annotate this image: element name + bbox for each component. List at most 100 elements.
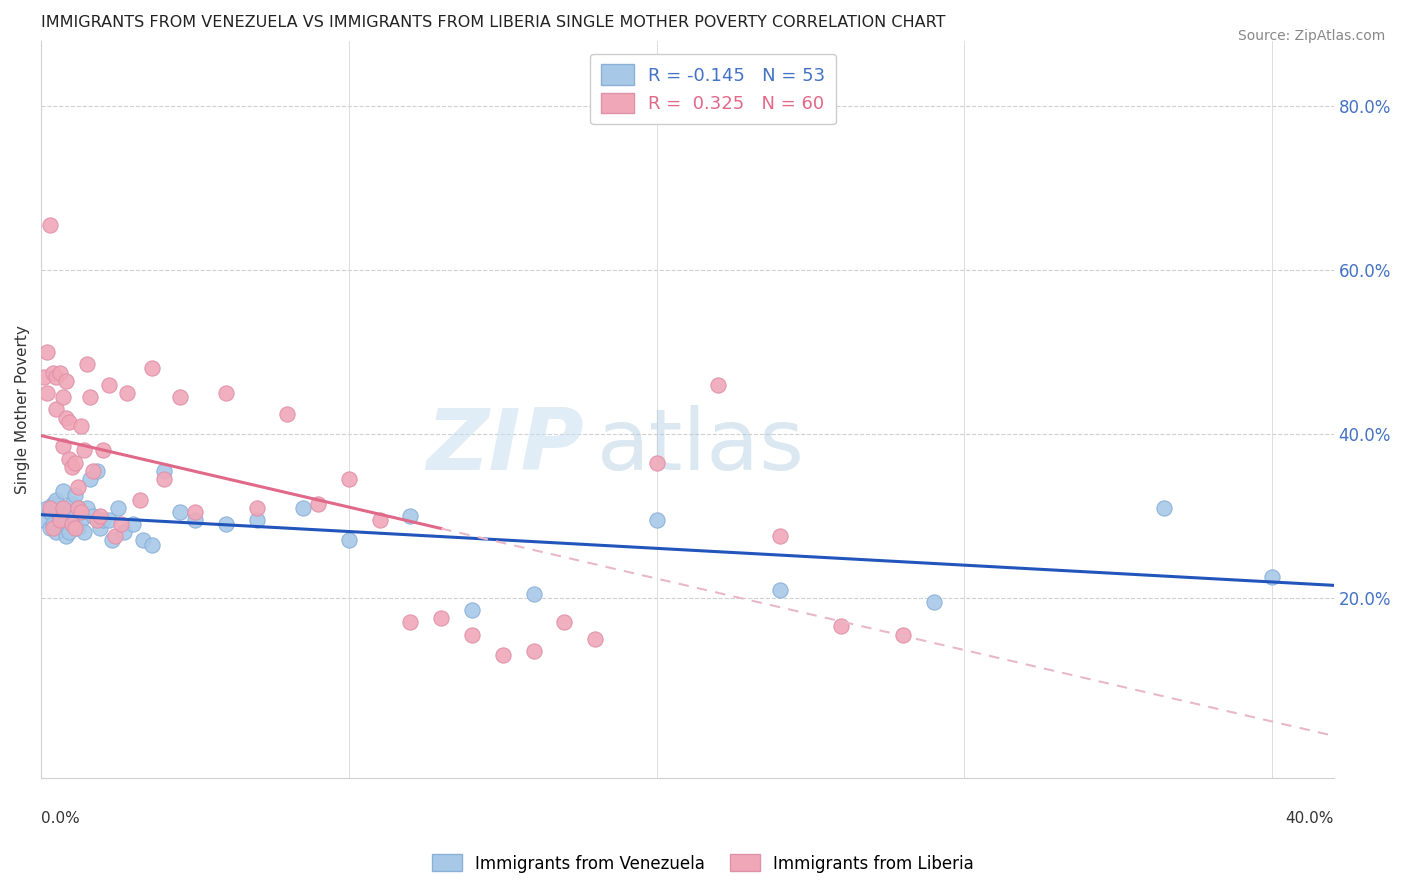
Point (399, 615, 422, 630)
Point (141, 361, 163, 376)
Point (67, 521, 90, 535)
Point (215, 517, 238, 532)
Point (91, 513, 114, 527)
Point (522, 644, 544, 658)
Point (891, 627, 914, 641)
Point (184, 505, 207, 519)
Point (492, 648, 515, 662)
Point (131, 533, 153, 548)
Point (291, 500, 314, 515)
Point (70, 505, 93, 519)
Point (169, 505, 191, 519)
Point (245, 513, 267, 527)
Point (45, 402, 67, 417)
Point (32, 369, 55, 384)
Point (58, 451, 80, 466)
Point (110, 517, 132, 532)
Point (82, 508, 104, 523)
Point (153, 464, 176, 478)
Point (91, 443, 114, 458)
Point (522, 587, 544, 601)
Text: 0.0%: 0.0% (41, 811, 80, 826)
Point (63, 488, 86, 502)
Point (55, 529, 77, 543)
Point (104, 529, 127, 543)
Point (42, 521, 65, 535)
Point (63, 456, 86, 470)
Point (153, 472, 176, 486)
Point (461, 603, 484, 617)
Point (67, 500, 90, 515)
Point (48, 513, 70, 527)
Point (399, 508, 422, 523)
Point (58, 525, 80, 540)
Point (73, 525, 96, 540)
Point (128, 492, 150, 507)
Point (52, 390, 75, 404)
Point (922, 595, 945, 609)
Point (48, 366, 70, 380)
Point (107, 500, 129, 515)
Point (86, 464, 108, 478)
Point (82, 464, 104, 478)
Point (97, 513, 120, 527)
Point (553, 615, 575, 630)
Legend: Immigrants from Venezuela, Immigrants from Liberia: Immigrants from Venezuela, Immigrants fr… (425, 847, 981, 880)
Point (67, 500, 90, 515)
Point (122, 517, 145, 532)
Point (52, 521, 75, 535)
Point (89, 521, 111, 535)
Point (45, 492, 67, 507)
Point (117, 386, 139, 401)
Point (42, 366, 65, 380)
Point (73, 443, 96, 458)
Point (37, 386, 59, 401)
Point (48, 508, 70, 523)
Point (60, 497, 83, 511)
Point (42, 497, 65, 511)
Text: ZIP: ZIP (426, 405, 583, 488)
Point (58, 505, 80, 519)
Point (112, 525, 135, 540)
Point (215, 386, 238, 401)
Point (58, 415, 80, 429)
Point (39, 505, 62, 519)
Point (645, 456, 668, 470)
Point (55, 374, 77, 388)
Point (55, 513, 77, 527)
Point (79, 472, 101, 486)
Point (52, 439, 75, 453)
Point (337, 472, 360, 486)
Point (60, 517, 83, 532)
Text: 40.0%: 40.0% (1285, 811, 1334, 826)
Point (39, 521, 62, 535)
Point (52, 500, 75, 515)
Point (769, 529, 792, 543)
Point (169, 390, 191, 404)
Point (42, 517, 65, 532)
Point (76, 500, 98, 515)
Point (39, 500, 62, 515)
Point (70, 513, 93, 527)
Point (461, 627, 484, 641)
Y-axis label: Single Mother Poverty: Single Mother Poverty (15, 325, 30, 494)
Point (276, 407, 298, 421)
Point (60, 517, 83, 532)
Point (97, 377, 120, 392)
Point (48, 513, 70, 527)
Point (430, 611, 453, 625)
Point (707, 377, 730, 392)
Text: IMMIGRANTS FROM VENEZUELA VS IMMIGRANTS FROM LIBERIA SINGLE MOTHER POVERTY CORRE: IMMIGRANTS FROM VENEZUELA VS IMMIGRANTS … (41, 15, 946, 30)
Point (37, 500, 59, 515)
Point (55, 410, 77, 425)
Point (645, 513, 668, 527)
Point (830, 619, 852, 633)
Point (39, 218, 62, 232)
Point (89, 508, 111, 523)
Point (86, 513, 108, 527)
Point (52, 500, 75, 515)
Point (37, 345, 59, 359)
Point (1261, 570, 1284, 584)
Point (101, 533, 124, 548)
Point (141, 537, 163, 551)
